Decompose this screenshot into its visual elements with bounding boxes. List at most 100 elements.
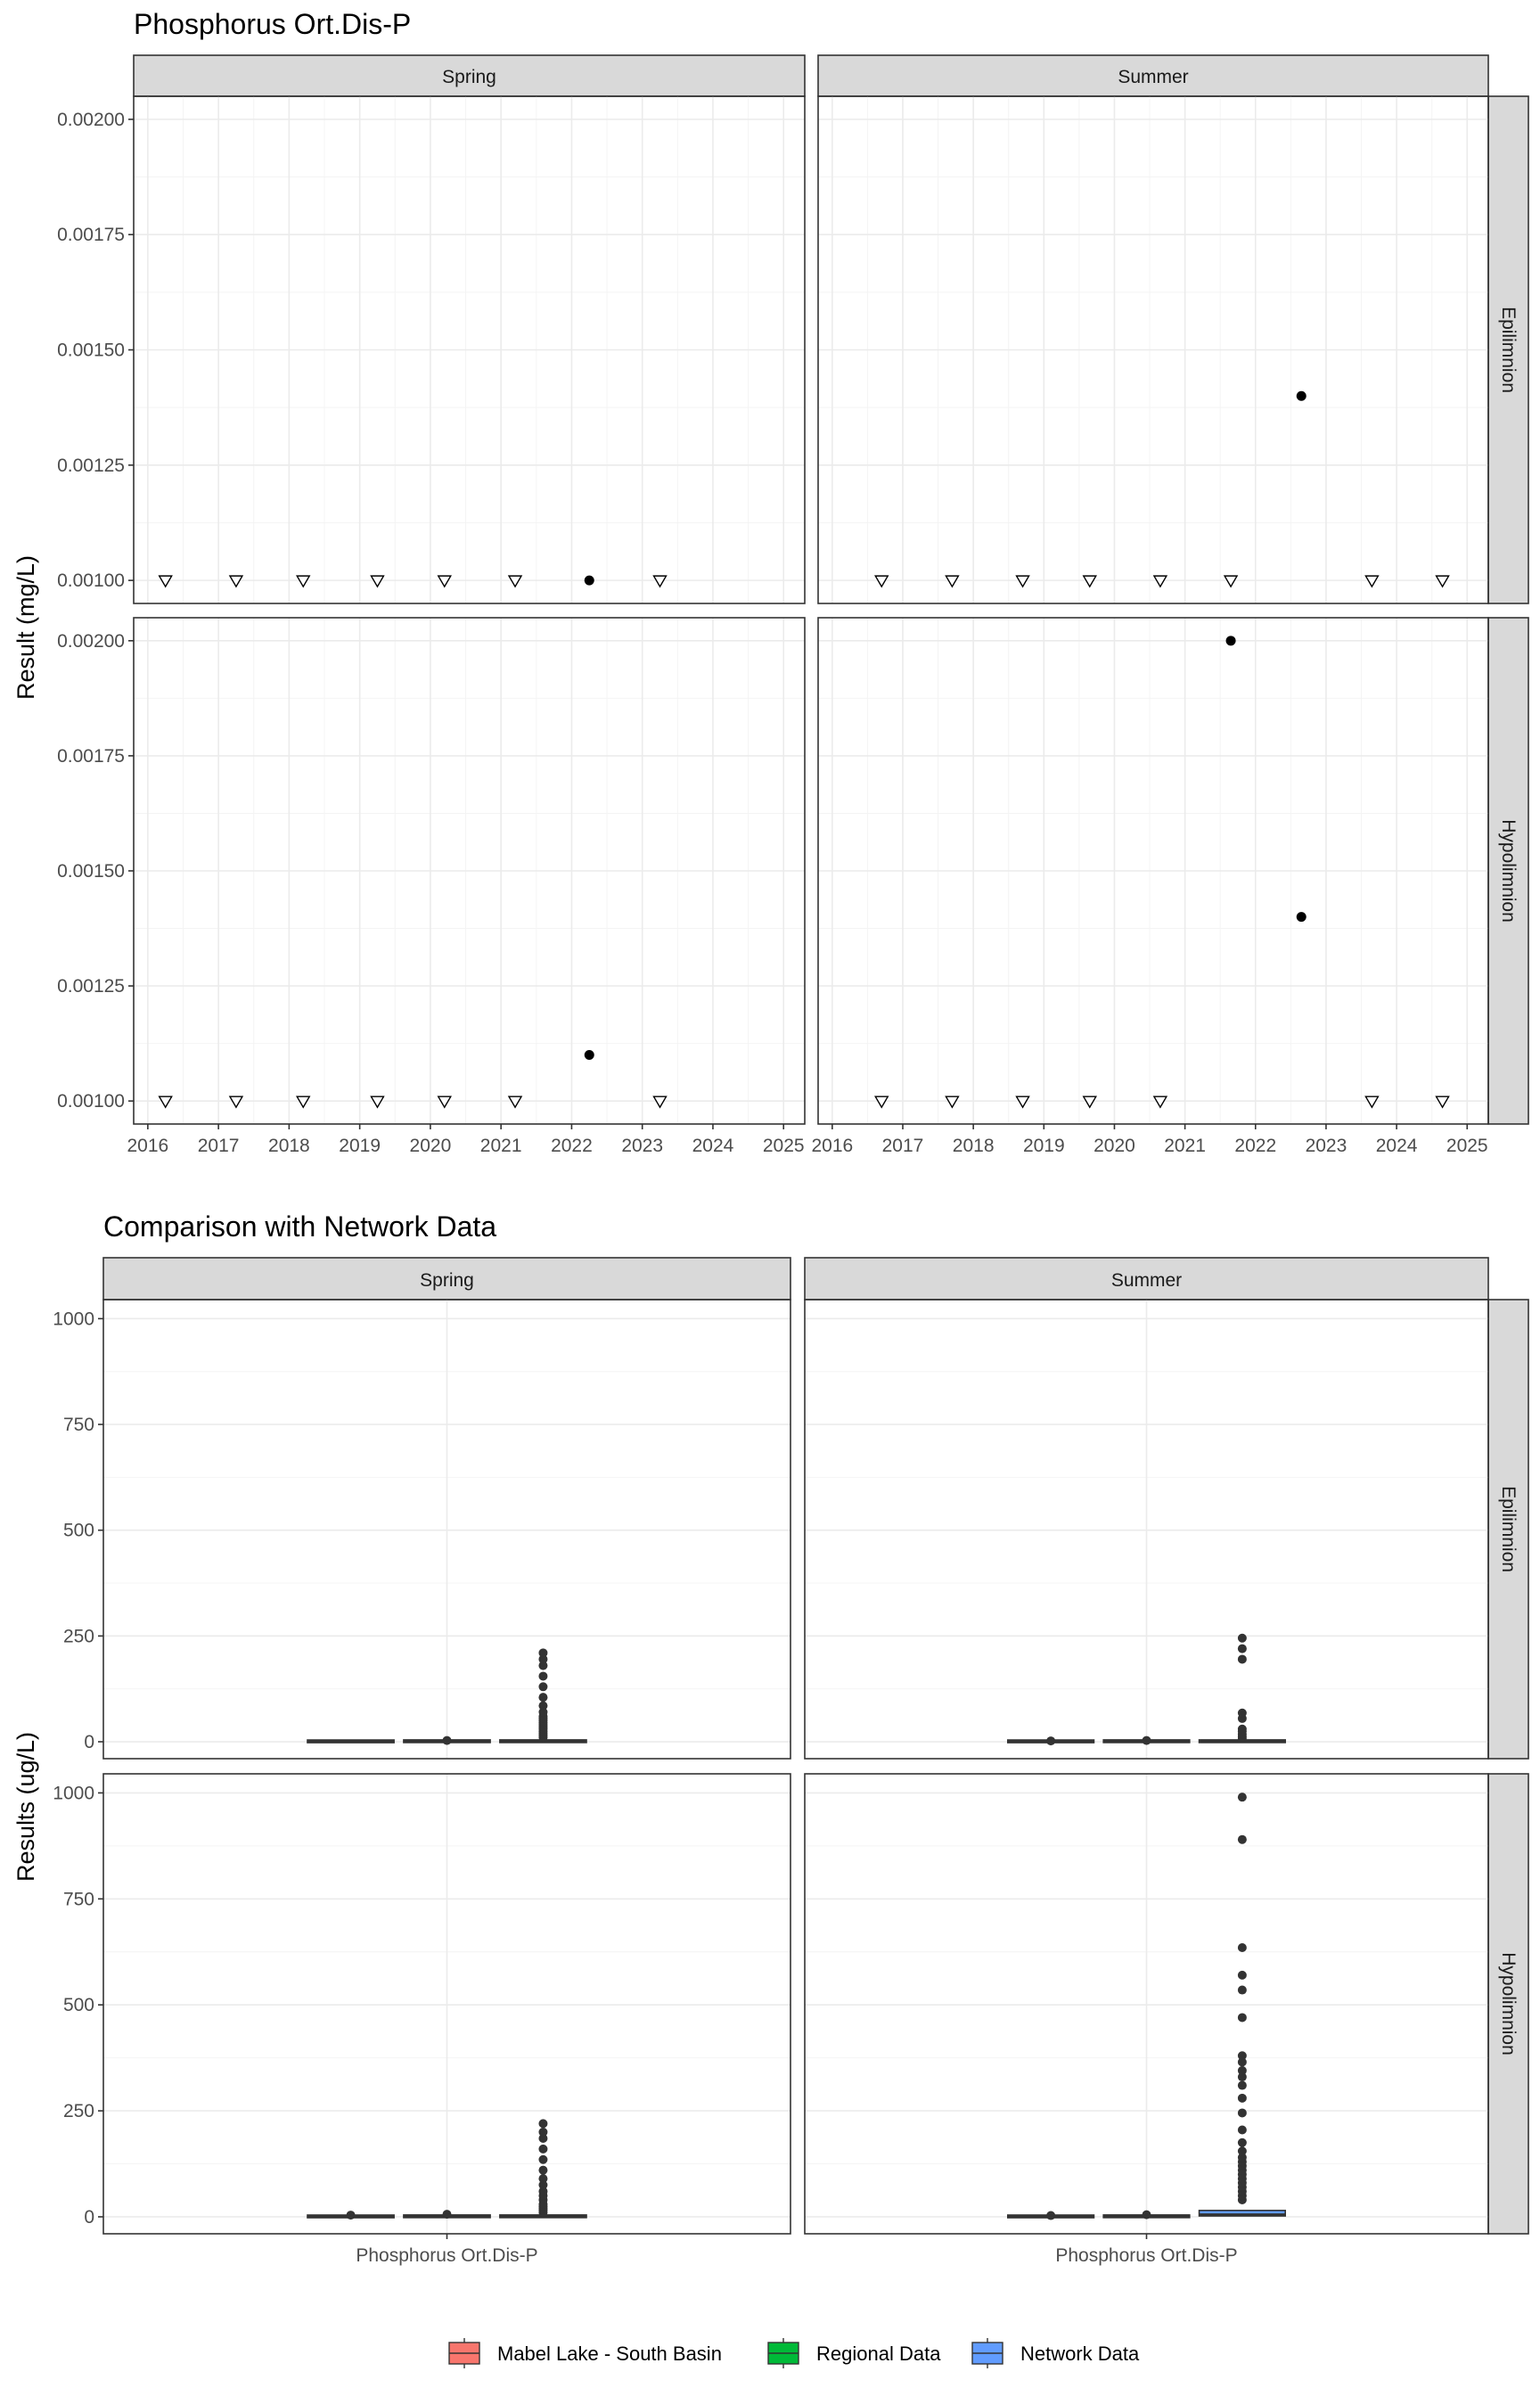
facet-label-col2: Summer [1118,67,1188,87]
x-tick-label: 2021 [1164,1136,1206,1156]
y-tick-label: 0.00150 [57,341,125,361]
outlier-point [538,1671,548,1681]
x-tick-label: 2016 [811,1136,853,1156]
outlier-point [1237,1970,1247,1980]
y-tick-label: 0 [84,1732,94,1752]
y-tick-label: 0.00200 [57,110,125,130]
facet-label-row1: Epilimnion [1498,307,1519,393]
outlier-point [1237,2051,1247,2061]
chart-title: Comparison with Network Data [103,1210,496,1243]
x-tick-label: Phosphorus Ort.Dis-P [1055,2245,1237,2266]
y-axis-title: Results (ug/L) [12,1732,39,1882]
y-tick-label: 0.00100 [57,1091,125,1112]
nondetect-point [507,575,523,588]
x-tick-label: Phosphorus Ort.Dis-P [356,2245,537,2266]
panel-border [817,617,1489,1125]
y-tick-label: 1000 [53,1783,94,1803]
nondetect-point [1152,575,1168,588]
bottom-chart: Comparison with Network Data Results (ug… [12,1210,1529,2266]
y-tick-label: 500 [63,1521,94,1541]
facet-strip-row1 [1487,95,1529,604]
x-tick-label: 2019 [1023,1136,1065,1156]
x-tick-label: 2016 [127,1136,168,1156]
nondetect-point [228,1095,244,1109]
x-tick-label: 2022 [1234,1136,1276,1156]
nondetect-point [1364,1095,1380,1109]
facet-strip-row1 [1487,1299,1529,1760]
data-point [584,575,594,586]
nondetect-point [1223,575,1239,588]
facet-panel-summer-hypolimnion: Phosphorus Ort.Dis-P [804,1773,1489,2266]
outlier-point [1237,2108,1247,2118]
facet-panel-summer-epilimnion [804,1299,1489,1760]
outlier-point [1142,1735,1151,1745]
outlier-point [1237,1633,1247,1643]
data-point [1296,912,1307,923]
facet-label-col1: Spring [442,67,496,87]
legend-label: Network Data [1020,2343,1140,2365]
facet-label-row2: Hypolimnion [1498,819,1519,923]
top-chart-panels: Spring Summer Epilimnion Hypolimnion 0.00200… [57,54,1529,1156]
outlier-point [538,2144,548,2154]
nondetect-point [945,1095,960,1109]
outlier-point [1237,2153,1247,2162]
outlier-point [442,1735,452,1745]
nondetect-point [228,575,244,588]
panel-border [102,1299,791,1760]
nondetect-point [1082,575,1097,588]
x-tick-label: 2025 [763,1136,805,1156]
outlier-point [1237,1724,1247,1734]
y-axis-title: Result (mg/L) [12,555,39,700]
facet-strip-col2 [804,1257,1489,1301]
chart-title: Phosphorus Ort.Dis-P [134,8,411,40]
facet-strip-col1 [102,1257,791,1301]
y-tick-label: 500 [63,1995,94,2015]
outlier-point [1237,2065,1247,2075]
outlier-point [1237,1708,1247,1718]
x-tick-label: 2024 [1376,1136,1418,1156]
outlier-point [1237,2080,1247,2090]
nondetect-point [437,575,452,588]
outlier-point [1046,1736,1056,1746]
facet-strip-col2 [817,54,1489,97]
nondetect-point [1015,575,1030,588]
x-tick-label: 2024 [692,1136,734,1156]
outlier-point [1237,1985,1247,1995]
x-tick-label: 2025 [1446,1136,1488,1156]
outlier-point [1237,1793,1247,1802]
outlier-point [1237,1644,1247,1653]
nondetect-point [437,1095,452,1109]
x-tick-label: 2017 [198,1136,240,1156]
outlier-point [1237,1834,1247,1844]
facet-label-col1: Spring [420,1270,474,1291]
y-tick-label: 0.00200 [57,631,125,652]
y-tick-label: 0.00100 [57,570,125,591]
nondetect-point [370,575,385,588]
nondetect-point [296,1095,311,1109]
outlier-point [1046,2211,1056,2220]
outlier-point [538,1648,548,1658]
nondetect-point [507,1095,523,1109]
outlier-point [1142,2210,1151,2220]
outlier-point [1237,2013,1247,2023]
facet-panel-summer-epilimnion [817,95,1489,604]
facet-strip-row2 [1487,1773,1529,2235]
y-tick-label: 1000 [53,1309,94,1329]
legend-label: Regional Data [816,2343,941,2365]
outlier-point [1237,2125,1247,2135]
facet-label-row2: Hypolimnion [1498,1952,1519,2055]
x-tick-label: 2019 [339,1136,381,1156]
nondetect-point [158,1095,173,1109]
outlier-point [538,2165,548,2175]
outlier-point [538,2154,548,2164]
outlier-point [538,1701,548,1711]
outlier-point [538,1661,548,1670]
legend-item: Mabel Lake - South Basin [448,2338,722,2368]
nondetect-point [652,575,668,588]
facet-panel-spring-epilimnion: 1000 750 500 250 0 [53,1299,791,1760]
facet-label-row1: Epilimnion [1498,1486,1519,1572]
x-tick-label: 2021 [480,1136,522,1156]
outlier-point [538,2127,548,2137]
facet-strip-col1 [133,54,806,97]
outlier-point [1237,1942,1247,1952]
